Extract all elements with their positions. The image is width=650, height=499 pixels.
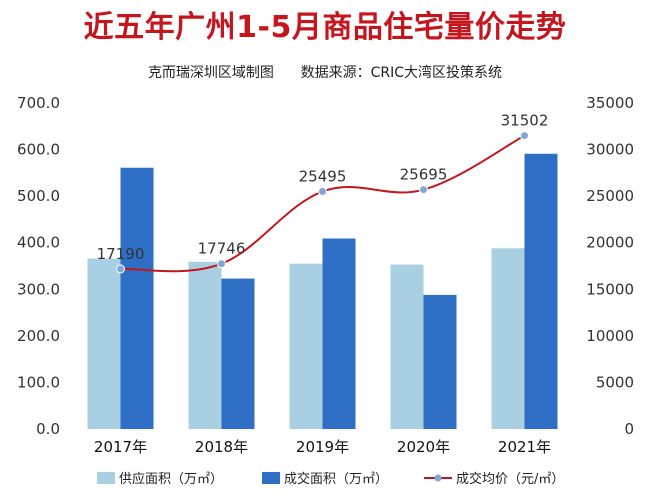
y-right-tick-label: 25000 xyxy=(586,187,634,205)
legend-label-transaction: 成交面积（万㎡） xyxy=(284,471,388,487)
price-data-label: 17190 xyxy=(97,245,145,263)
y-left-tick-label: 200.0 xyxy=(17,327,60,345)
bar-transaction xyxy=(322,238,356,429)
price-point xyxy=(419,185,428,195)
y-right-tick-label: 30000 xyxy=(586,141,634,159)
price-point xyxy=(520,131,529,141)
y-right-tick-label: 5000 xyxy=(596,373,634,391)
x-tick-label: 2017年 xyxy=(94,438,147,456)
y-right-tick-label: 0 xyxy=(624,420,634,438)
chart-title: 近五年广州1-5月商品住宅量价走势 xyxy=(83,10,567,45)
price-point xyxy=(318,187,327,197)
y-left-tick-label: 100.0 xyxy=(17,373,60,391)
legend-label-supply: 供应面积（万㎡） xyxy=(119,471,223,487)
chart-subtitle: 克而瑞深圳区域制图 数据来源：CRIC大湾区投策系统 xyxy=(0,63,650,83)
x-tick-label: 2019年 xyxy=(296,438,349,456)
subtitle-source: 数据来源：CRIC大湾区投策系统 xyxy=(300,65,503,81)
y-left-tick-label: 700.0 xyxy=(17,94,60,112)
y-right-tick-label: 10000 xyxy=(586,327,634,345)
x-tick-label: 2021年 xyxy=(498,438,551,456)
y-left-tick-label: 300.0 xyxy=(17,280,60,298)
y-left-tick-label: 600.0 xyxy=(17,141,60,159)
y-left-tick-label: 500.0 xyxy=(17,187,60,205)
price-point xyxy=(217,259,226,269)
price-point xyxy=(116,264,125,274)
bar-supply xyxy=(87,258,121,429)
y-right-tick-label: 35000 xyxy=(586,94,634,112)
subtitle-credit: 克而瑞深圳区域制图 xyxy=(147,65,274,81)
y-left-tick-label: 0.0 xyxy=(36,420,60,438)
bar-transaction xyxy=(524,153,558,429)
bar-transaction xyxy=(423,294,457,429)
y-right-tick-label: 20000 xyxy=(586,234,634,252)
legend-marker-price xyxy=(434,474,442,482)
bar-transaction xyxy=(120,167,154,429)
y-right-tick-label: 15000 xyxy=(586,280,634,298)
x-tick-label: 2018年 xyxy=(195,438,248,456)
bar-transaction xyxy=(221,278,255,429)
bar-supply xyxy=(390,264,424,429)
price-data-label: 31502 xyxy=(501,112,549,130)
price-data-label: 25695 xyxy=(400,166,448,184)
legend-label-price: 成交均价（元/㎡） xyxy=(456,471,564,487)
price-data-label: 17746 xyxy=(198,240,246,258)
bar-supply xyxy=(289,263,323,429)
x-tick-label: 2020年 xyxy=(397,438,450,456)
legend-swatch-transaction xyxy=(262,472,280,484)
price-data-label: 25495 xyxy=(299,168,347,186)
bar-supply xyxy=(491,248,525,429)
bar-supply xyxy=(188,261,222,429)
legend-swatch-supply xyxy=(97,472,115,484)
y-left-tick-label: 400.0 xyxy=(17,234,60,252)
